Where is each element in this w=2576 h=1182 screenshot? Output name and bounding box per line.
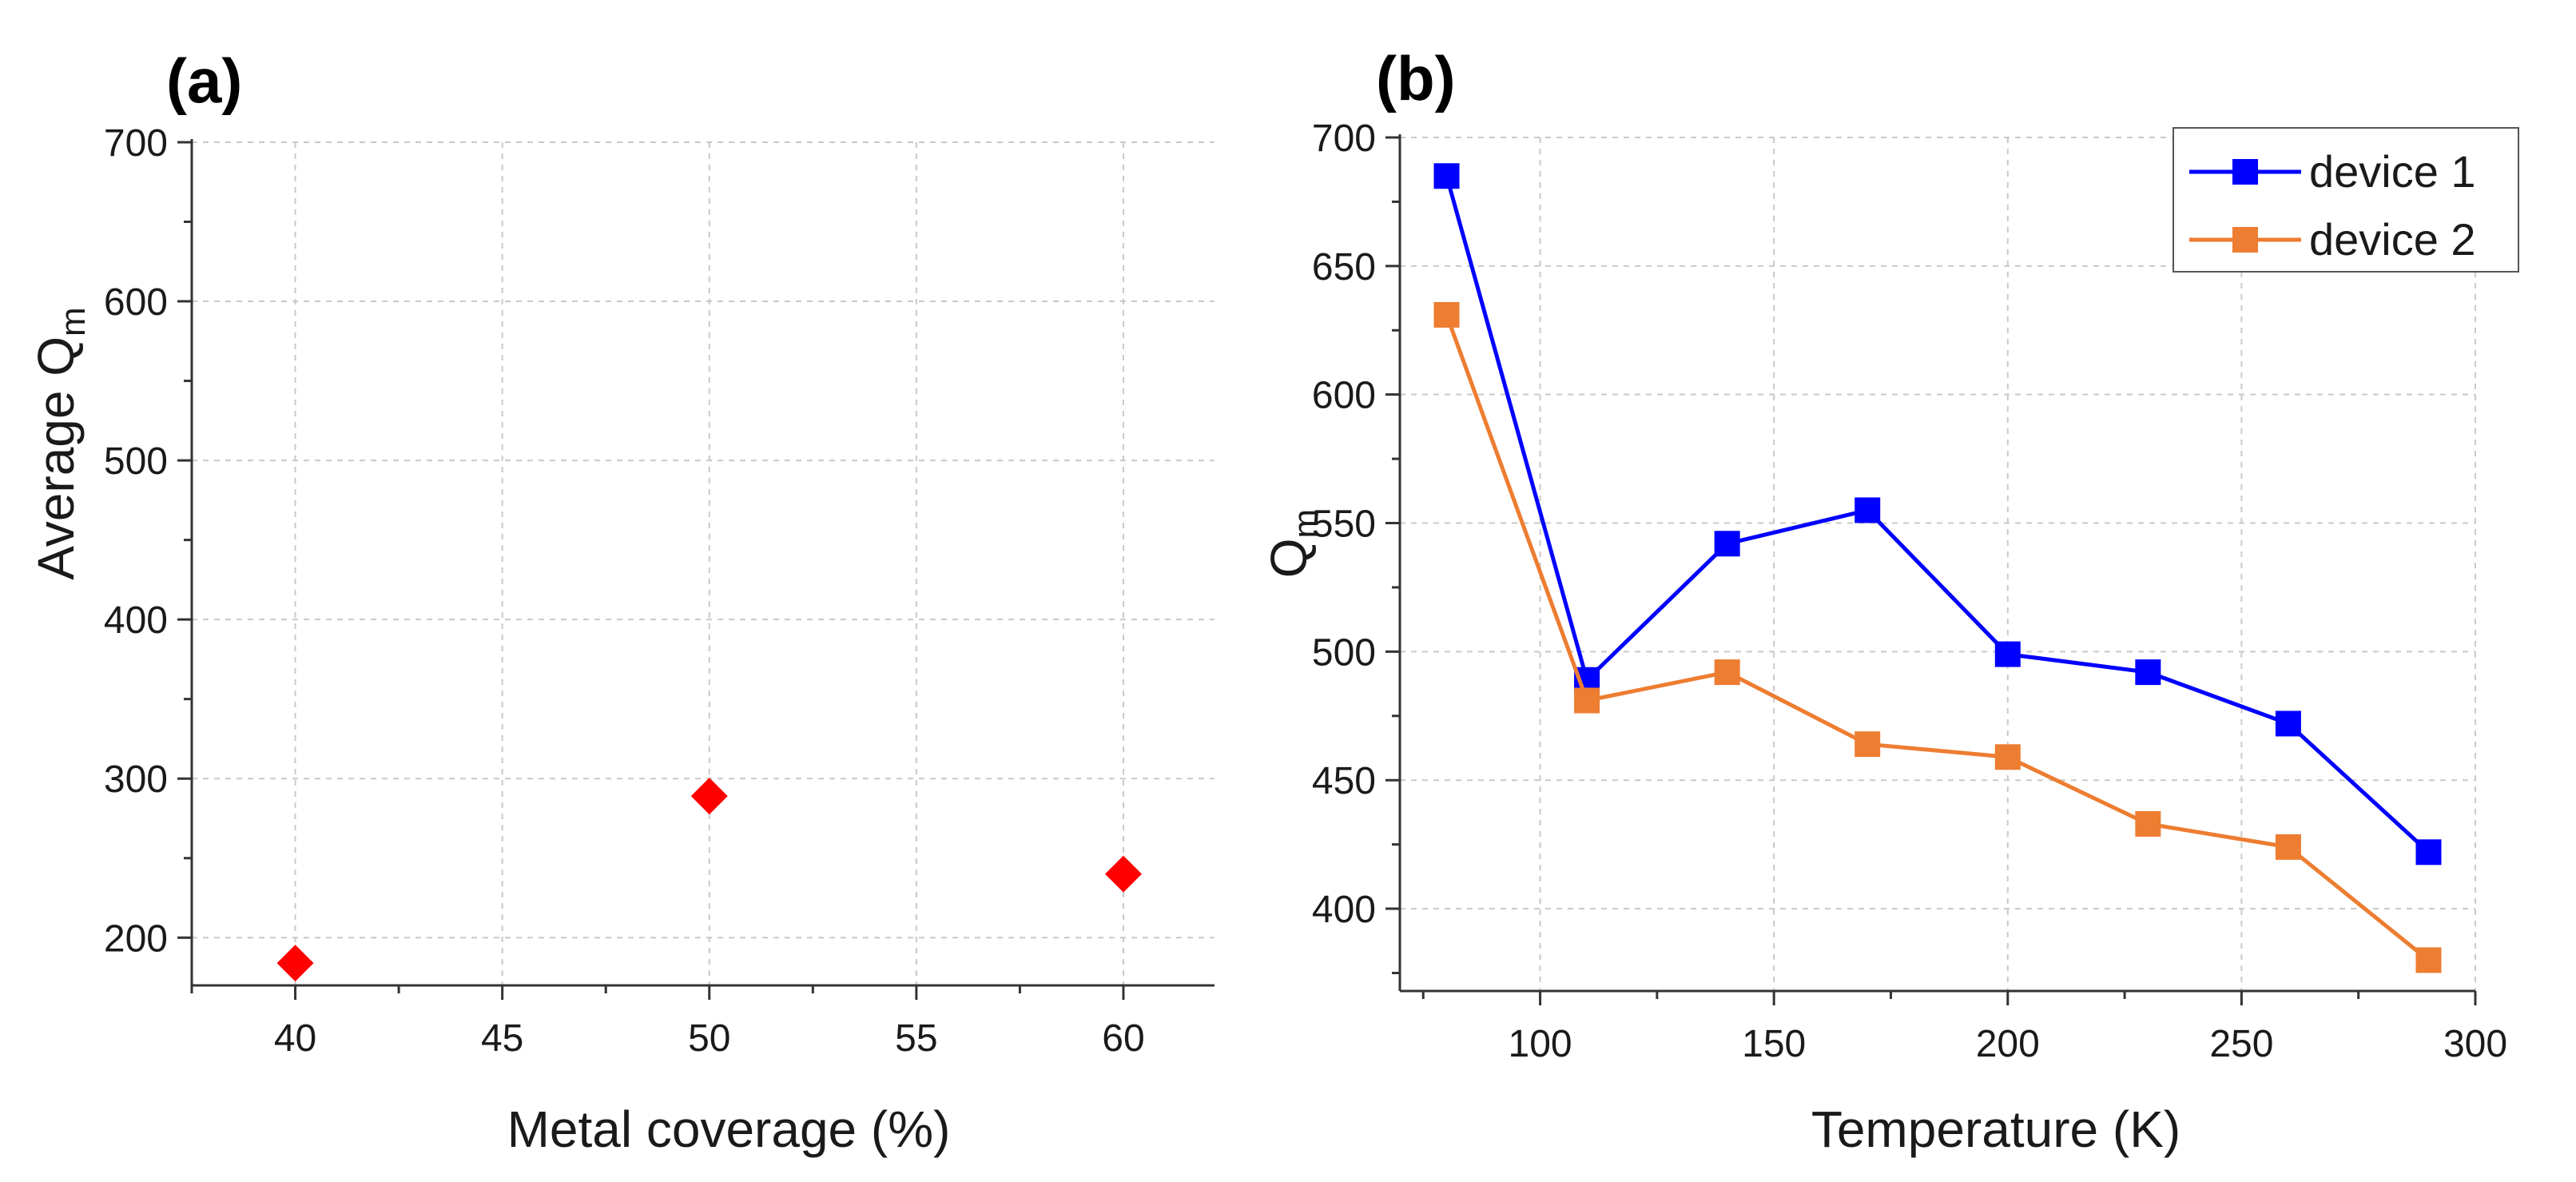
legend-marker-device-2: [2232, 227, 2258, 253]
panel-a-scatter-chart: 40 45 50 55 60 200 300 400 500 600 700 (a) Metal c…: [27, 46, 1214, 1158]
panel-a-grid: [192, 141, 1214, 985]
panel-b-data-point-device-2: [1574, 687, 1600, 714]
panel-b-x-tick-label: 150: [1742, 1023, 1806, 1065]
panel-b-data-point-device-1: [1714, 531, 1740, 557]
panel-b-data-point-device-2: [1854, 731, 1881, 758]
panel-b-data-point-device-1: [1433, 163, 1460, 189]
panel-b-data-point-device-1: [1854, 497, 1881, 523]
panel-b-y-axis-title: Qm: [1260, 509, 1326, 578]
panel-a-y-tick-label: 500: [104, 440, 168, 483]
panel-b-label: (b): [1376, 43, 1456, 113]
panel-a-y-tick-label: 600: [104, 281, 168, 324]
panel-a-x-tick-label: 50: [688, 1017, 730, 1060]
panel-a-ticks: 40 45 50 55 60 200 300 400 500 600 700: [104, 122, 1145, 1060]
panel-b-ticks: 100 150 200 250 300 400 450 500 550 600 650 700: [1312, 117, 2507, 1065]
panel-b-data-point-device-2: [2135, 810, 2161, 837]
legend-entry-device-2: device 2: [2189, 214, 2476, 265]
panel-b-series-line-device-2: [1445, 314, 2431, 962]
legend-entry-device-1: device 1: [2189, 146, 2476, 197]
panel-a-x-axis-title: Metal coverage (%): [507, 1100, 951, 1158]
panel-b-axes: [1398, 134, 2475, 993]
panel-b-data-point-device-2: [2275, 834, 2301, 860]
panel-b-y-tick-label: 600: [1312, 375, 1376, 417]
panel-b-data-point-device-1: [1994, 641, 2021, 667]
panel-a-x-tick-label: 45: [481, 1017, 523, 1060]
panel-a-x-tick-label: 55: [895, 1017, 937, 1060]
panel-b-x-tick-label: 250: [2209, 1023, 2273, 1065]
panel-b-marks: [1433, 163, 2442, 973]
legend-box: [2173, 127, 2519, 273]
panel-b-series-line-device-1: [1445, 175, 2431, 854]
panel-a-y-axis-title-main: Average Q: [27, 336, 85, 580]
panel-a-label: (a): [166, 46, 242, 116]
panel-a-marks: [276, 778, 1142, 982]
panel-a-data-point-average-qm: [1104, 855, 1142, 893]
panel-b-data-point-device-1: [2135, 659, 2161, 686]
panel-b-y-axis-title-subscript: m: [1286, 509, 1326, 539]
panel-a-data-point-average-qm: [276, 945, 314, 982]
panel-b-y-tick-label: 400: [1312, 889, 1376, 931]
panel-b-y-tick-label: 650: [1312, 246, 1376, 289]
panel-b-y-axis-title-main: Q: [1260, 538, 1318, 578]
panel-b-y-tick-label: 500: [1312, 631, 1376, 674]
legend-marker-device-1: [2232, 159, 2258, 185]
panel-b-y-tick-label: 450: [1312, 760, 1376, 802]
panel-a-y-tick-label: 300: [104, 758, 168, 801]
panel-a-x-tick-label: 40: [274, 1017, 316, 1060]
panel-b-data-point-device-2: [2415, 947, 2442, 973]
panel-a-x-tick-label: 60: [1102, 1017, 1144, 1060]
panel-b-data-point-device-2: [1994, 744, 2021, 770]
panel-b-data-point-device-1: [2275, 710, 2301, 737]
panel-b-y-tick-label: 550: [1312, 503, 1376, 546]
panel-a-y-tick-label: 700: [104, 122, 168, 165]
panel-b-line-chart: 100 150 200 250 300 400 450 500 550 600 650 700 (b)…: [1260, 43, 2519, 1158]
panel-b-legend: device 1 device 2: [2173, 127, 2519, 273]
panel-a-y-tick-label: 400: [104, 599, 168, 642]
panel-a-axes: [190, 139, 1214, 987]
panel-b-x-tick-label: 200: [1976, 1023, 2040, 1065]
panel-b-data-point-device-2: [1433, 301, 1460, 328]
panel-b-x-tick-label: 300: [2443, 1023, 2507, 1065]
panel-b-x-tick-label: 100: [1509, 1023, 1572, 1065]
panel-b-data-point-device-1: [2415, 839, 2442, 866]
panel-a-y-axis-title: Average Qm: [27, 307, 93, 579]
panel-b-x-axis-title: Temperature (K): [1811, 1100, 2180, 1158]
legend-label-device-1: device 1: [2309, 146, 2476, 197]
panel-b-data-point-device-2: [1714, 659, 1740, 686]
panel-a-data-point-average-qm: [690, 778, 728, 815]
panel-a-y-tick-label: 200: [104, 917, 168, 960]
legend-label-device-2: device 2: [2309, 214, 2476, 265]
panel-b-y-tick-label: 700: [1312, 117, 1376, 160]
panel-a-y-axis-title-subscript: m: [54, 307, 93, 336]
